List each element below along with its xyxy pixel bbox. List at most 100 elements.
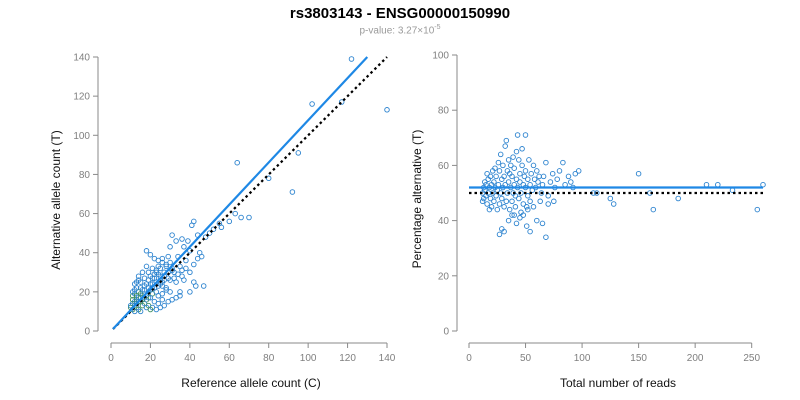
panel1-y-tick-label: 60: [79, 209, 91, 220]
panel2-data-point: [513, 148, 520, 155]
panel2-data-point: [516, 157, 522, 163]
panel2-data-point: [715, 181, 721, 188]
panel2-data-point: [545, 193, 551, 199]
panel2-data-point: [487, 195, 494, 202]
panel1-data-point: [157, 265, 164, 272]
panel1-data-point: [147, 251, 154, 258]
panel2-data-point: [523, 223, 530, 229]
subtitle-prefix: p-value: 3.27×10: [359, 25, 435, 37]
panel2-data-point: [538, 190, 545, 196]
panel2-data-point: [502, 143, 508, 149]
panel2-y-tick-label: 60: [438, 161, 450, 172]
panel1-reference-line: [112, 56, 388, 330]
panel1-data-point: [183, 257, 189, 264]
panel2-data-point: [496, 231, 503, 238]
panel2-data-point: [517, 179, 523, 185]
panel2-data-point: [675, 195, 681, 202]
subtitle-exponent: -5: [434, 24, 441, 31]
panel1-data-point: [289, 189, 296, 195]
panel1-data-point: [175, 271, 181, 277]
panel2-data-point: [493, 193, 499, 199]
panel1-y-tick-label: 120: [73, 92, 90, 103]
panel1-x-tick-label: 140: [379, 353, 396, 364]
panel2-data-point: [543, 234, 549, 240]
panel2-data-point: [534, 217, 540, 224]
panel2-data-point: [520, 212, 527, 218]
panel1-x-tick-label: 60: [224, 353, 236, 364]
panel2-data-point: [501, 204, 507, 210]
panel1-data-point: [191, 261, 197, 268]
panel1-x-tick-label: 20: [145, 353, 157, 364]
panel1-fit-line: [112, 56, 369, 330]
panel2-data-point: [525, 193, 531, 199]
panel1-data-point: [187, 289, 193, 295]
panel1-data-point: [226, 218, 233, 225]
panel2-data-point: [528, 170, 534, 177]
panel1-data-point: [163, 287, 169, 293]
panel1-data-point: [169, 232, 175, 238]
panel2-data-point: [547, 179, 554, 185]
panel1-data-point: [265, 175, 272, 182]
panel2-data-point: [729, 187, 736, 193]
panel2-data-point: [496, 168, 503, 174]
panel2-data-point: [551, 198, 557, 205]
panel2-data-point: [594, 190, 600, 196]
panel2-data-point: [489, 168, 496, 174]
panel2-data-point: [505, 217, 512, 224]
panel2-x-tick-label: 0: [466, 353, 472, 364]
panel2-data-point: [501, 228, 507, 235]
panel2-data-point: [530, 204, 537, 210]
panel2-x-tick-label: 100: [574, 353, 591, 364]
panel1-x-tick-label: 40: [184, 353, 196, 364]
panel2-data-point: [568, 179, 574, 185]
panel1-data-point: [189, 222, 195, 229]
panel2-data-point: [527, 198, 533, 205]
panel2-data-point: [560, 159, 566, 166]
panel1-x-axis-label: Reference allele count (C): [181, 376, 320, 390]
panel2-data-point: [517, 215, 523, 221]
panel2-data-point: [509, 198, 515, 205]
panel2-data-point: [516, 195, 522, 202]
panel2-data-point: [485, 176, 491, 182]
panel1-data-point: [183, 265, 189, 272]
panel2-data-point: [523, 204, 530, 210]
panel1-data-point: [165, 253, 171, 260]
panel1-data-point: [171, 275, 177, 281]
panel2-data-point: [522, 168, 529, 174]
panel2-x-tick-label: 200: [687, 353, 704, 364]
panel2-data-point: [484, 201, 490, 207]
panel1-data-point: [179, 236, 185, 242]
panel1-data-point: [348, 56, 355, 62]
panel1-data-point: [131, 308, 138, 315]
panel2-data-point: [484, 170, 490, 177]
panel2-y-axis-label: Percentage alternative (T): [410, 130, 424, 269]
panel2-data-point: [513, 220, 520, 227]
panel1-data-point: [159, 291, 166, 297]
panel1-data-point: [177, 293, 183, 299]
chart-subtitle: p-value: 3.27×10-5: [0, 24, 800, 36]
panel1-data-point: [384, 107, 390, 113]
panel1-y-tick-label: 0: [84, 327, 90, 338]
panel1-data-point: [210, 226, 217, 232]
panel1-data-point: [181, 277, 187, 283]
panel2-y-tick-label: 0: [443, 327, 449, 338]
panel2-data-point: [479, 198, 486, 205]
panel1-data-point: [127, 302, 134, 309]
panel2-data-point: [535, 179, 541, 185]
panel2-data-point: [556, 168, 563, 174]
panel1-x-tick-label: 80: [263, 353, 275, 364]
panel1-data-point: [145, 294, 152, 301]
panel2-data-point: [525, 176, 531, 182]
panel1-x-tick-label: 120: [339, 353, 356, 364]
panel2-data-point: [503, 198, 510, 205]
panel1-y-tick-label: 100: [73, 131, 90, 142]
panel1-data-point: [159, 259, 166, 266]
panel1-y-tick-label: 20: [79, 287, 91, 298]
panel1-data-point: [181, 244, 187, 250]
panel2-data-point: [607, 195, 614, 202]
panel1-data-point: [135, 277, 142, 283]
panel1-y-tick-label: 140: [73, 53, 90, 64]
panel1-data-point: [173, 238, 179, 244]
panel1-data-point: [141, 275, 148, 281]
